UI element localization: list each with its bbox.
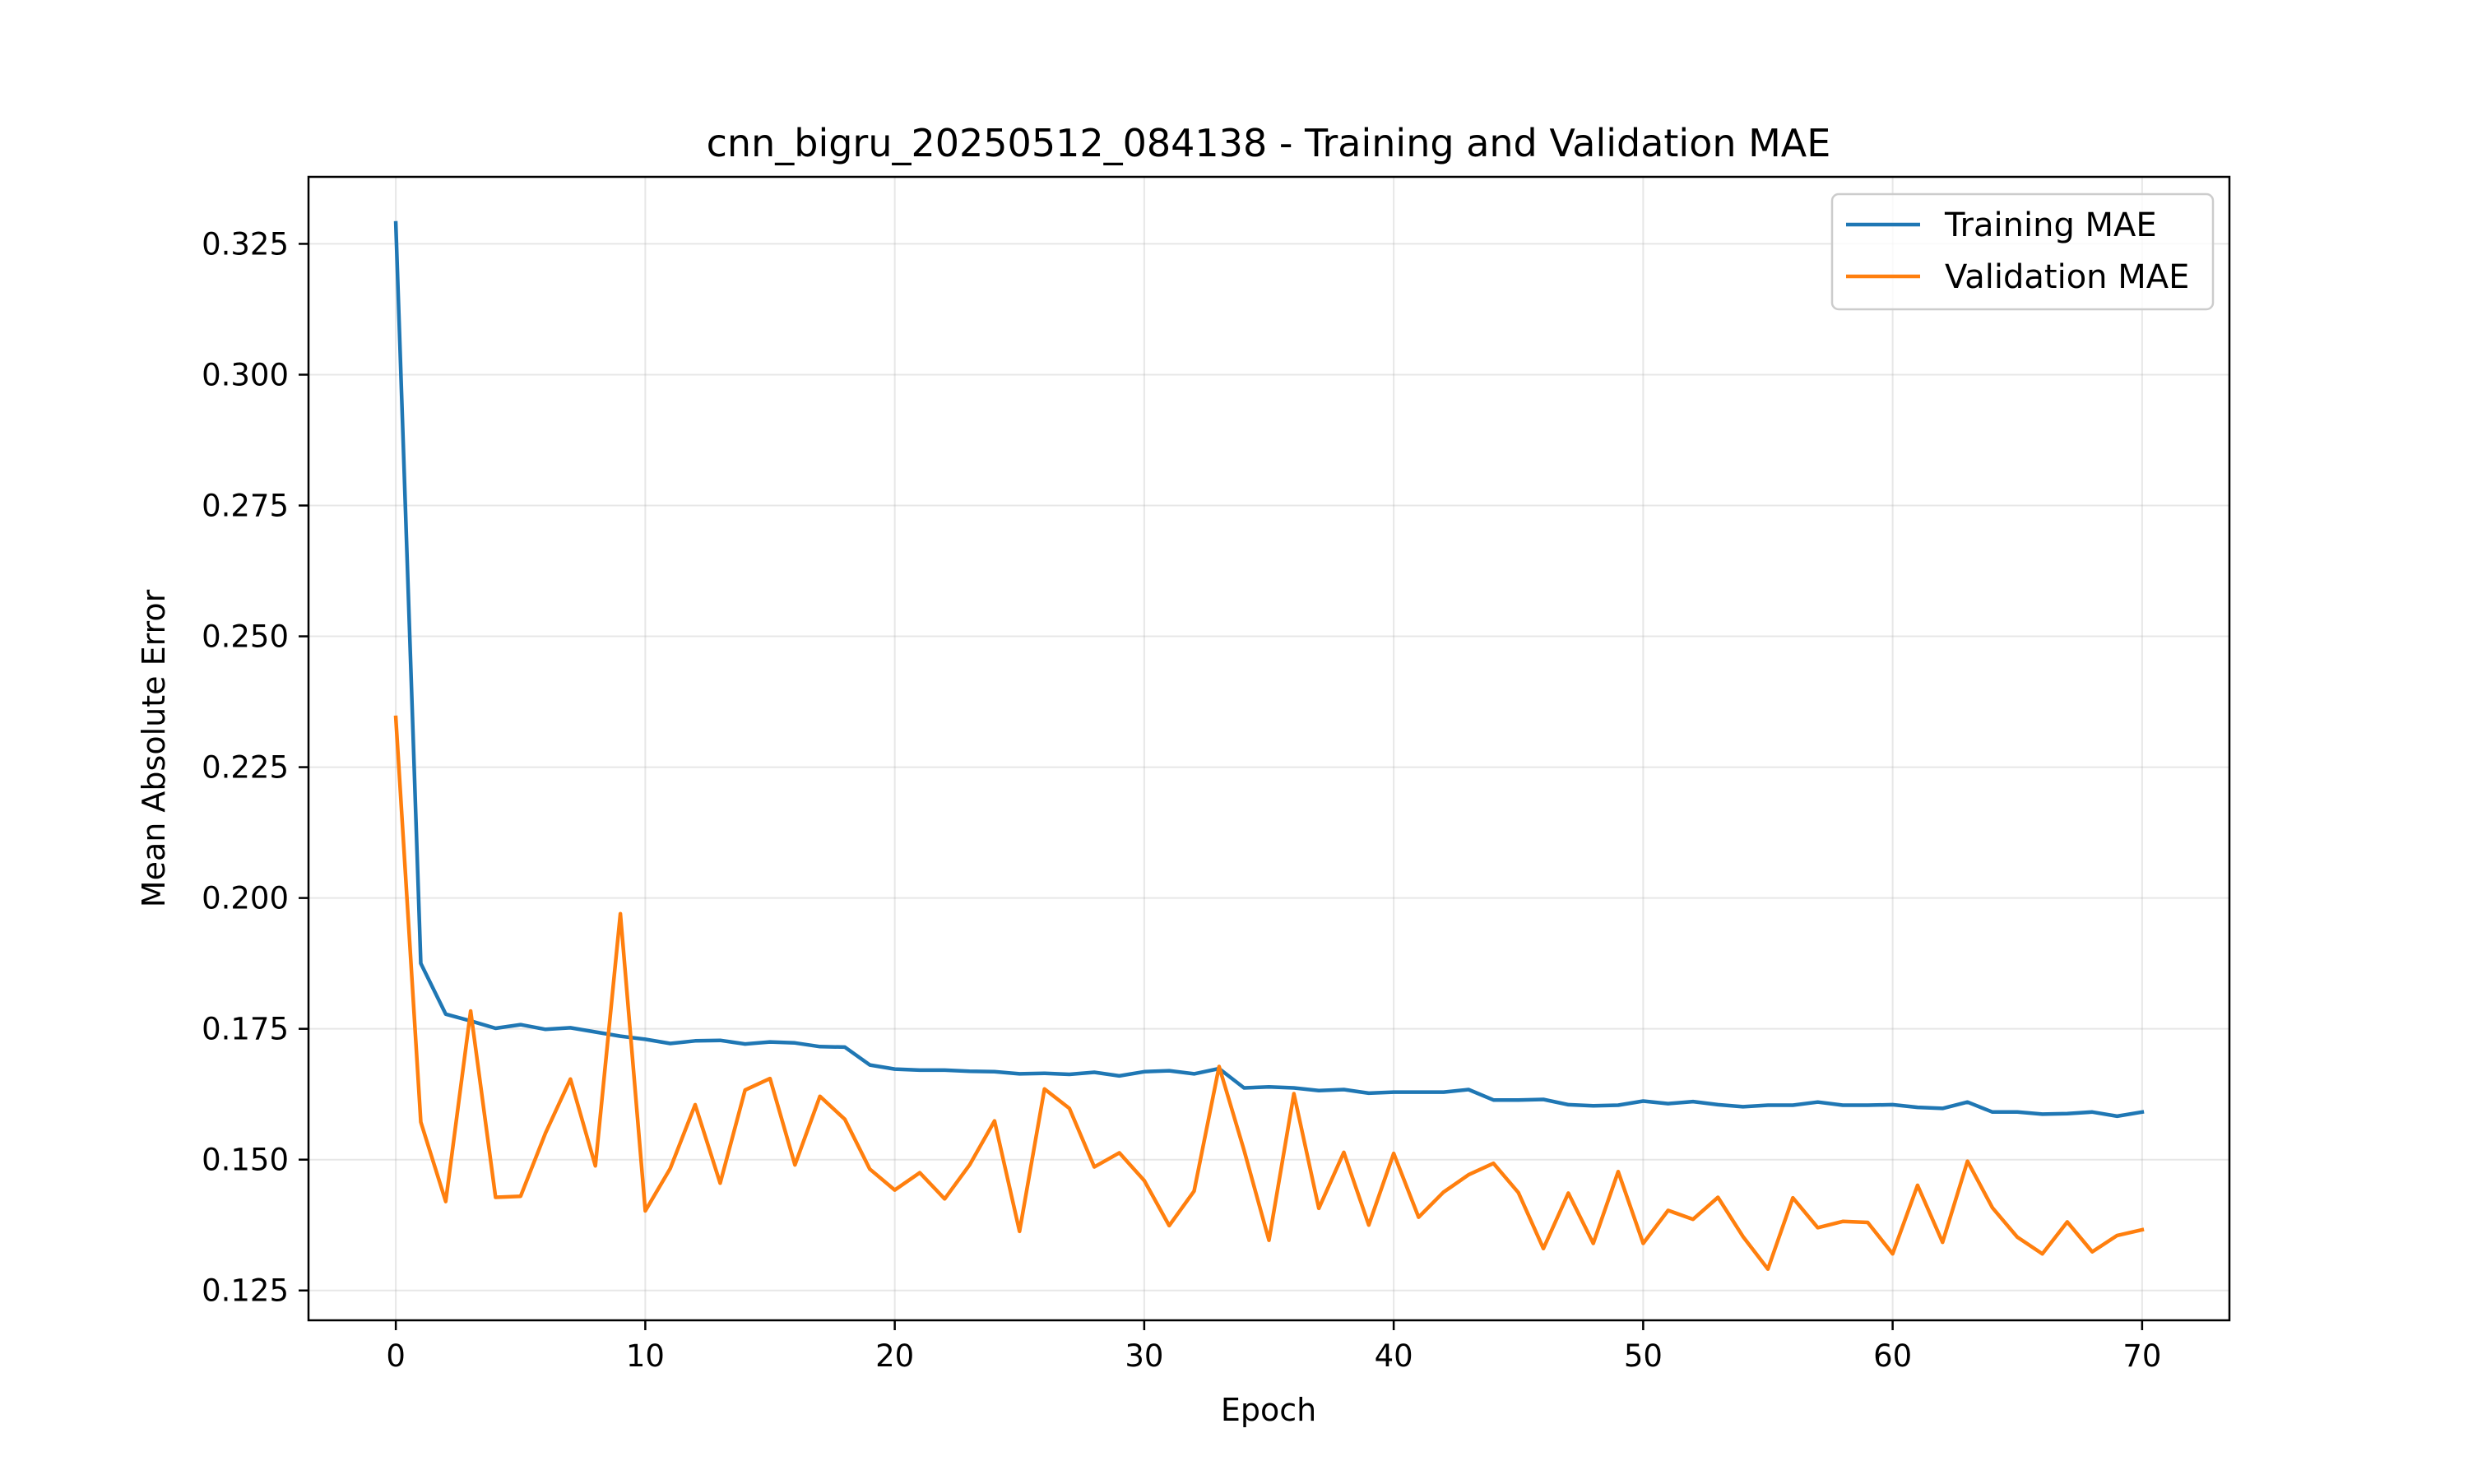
legend-label-training: Training MAE: [1944, 206, 2157, 244]
y-tick-label: 0.125: [202, 1273, 289, 1309]
series-line-validation-mae: [393, 715, 2145, 1271]
chart-title: cnn_bigru_20250512_084138 - Training and…: [707, 121, 1831, 165]
x-tick-label: 50: [1624, 1338, 1663, 1374]
x-tick-label: 40: [1375, 1338, 1413, 1374]
grid: [308, 177, 2229, 1320]
y-tick-label: 0.225: [202, 750, 289, 786]
y-tick-label: 0.175: [202, 1012, 289, 1047]
y-axis-label: Mean Absolute Error: [136, 589, 172, 907]
x-tick-label: 0: [386, 1338, 406, 1374]
y-tick-label: 0.250: [202, 619, 289, 655]
series-line-training-mae: [393, 220, 2145, 1119]
y-tick-label: 0.275: [202, 489, 289, 524]
x-tick-label: 20: [875, 1338, 914, 1374]
y-tick-label: 0.200: [202, 881, 289, 916]
series-lines: [393, 220, 2145, 1271]
x-tick-label: 10: [626, 1338, 665, 1374]
legend-box: [1830, 192, 2215, 311]
y-tick-label: 0.300: [202, 357, 289, 392]
plot-frame: [307, 175, 2231, 1322]
x-tick-label: 60: [1873, 1338, 1912, 1374]
y-tick-label: 0.325: [202, 226, 289, 262]
legend-label-validation: Validation MAE: [1945, 258, 2189, 296]
x-tick-label: 30: [1125, 1338, 1163, 1374]
y-tick-label: 0.150: [202, 1143, 289, 1178]
axis-ticks: 0 10 20 30 40 50 60 70 0.125 0.150 0.175 0.200 0.225…: [202, 226, 2161, 1374]
x-tick-label: 70: [2122, 1338, 2161, 1374]
x-axis-label: Epoch: [1221, 1392, 1316, 1428]
legend: Training MAE Validation MAE: [1830, 192, 2215, 311]
